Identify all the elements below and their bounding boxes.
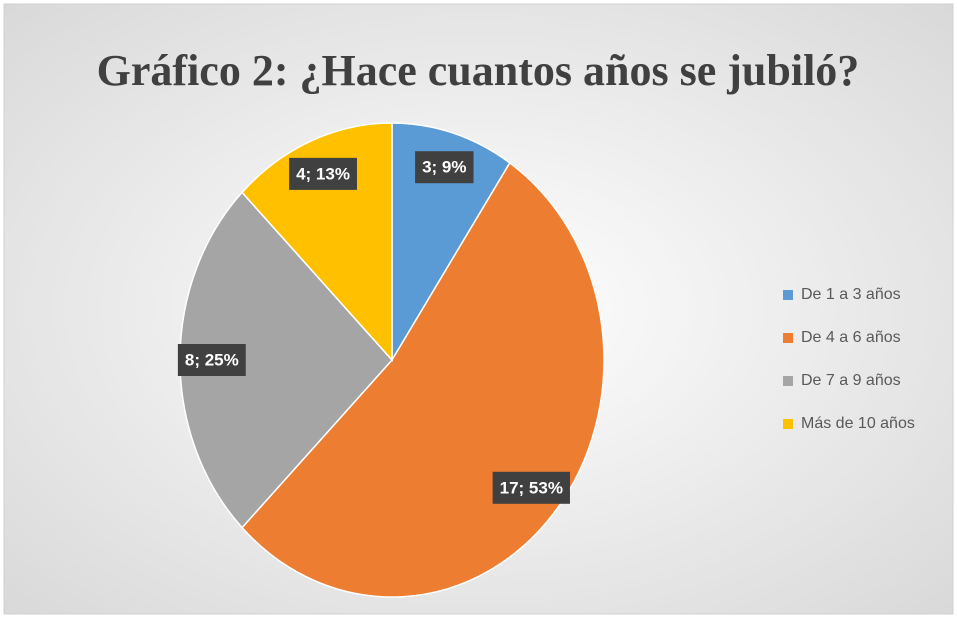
legend-swatch: [783, 290, 793, 300]
data-label: 3; 9%: [422, 158, 466, 177]
legend-label: De 7 a 9 años: [801, 372, 901, 389]
data-label: 4; 13%: [296, 164, 350, 183]
legend-label: De 1 a 3 años: [801, 286, 901, 303]
data-label-box: [289, 157, 357, 190]
data-label-box: [177, 344, 246, 376]
chart-title: Gráfico 2: ¿Hace cuantos años se jubiló?: [97, 46, 860, 95]
legend-swatch: [783, 419, 793, 429]
data-label-box: [492, 471, 570, 504]
data-label: 8; 25%: [185, 350, 239, 369]
legend-swatch: [783, 376, 793, 386]
data-label: 17; 53%: [500, 478, 563, 497]
legend-label: Más de 10 años: [801, 415, 915, 432]
legend-label: De 4 a 6 años: [801, 329, 901, 346]
legend-swatch: [783, 333, 793, 343]
data-label-box: [415, 151, 474, 184]
